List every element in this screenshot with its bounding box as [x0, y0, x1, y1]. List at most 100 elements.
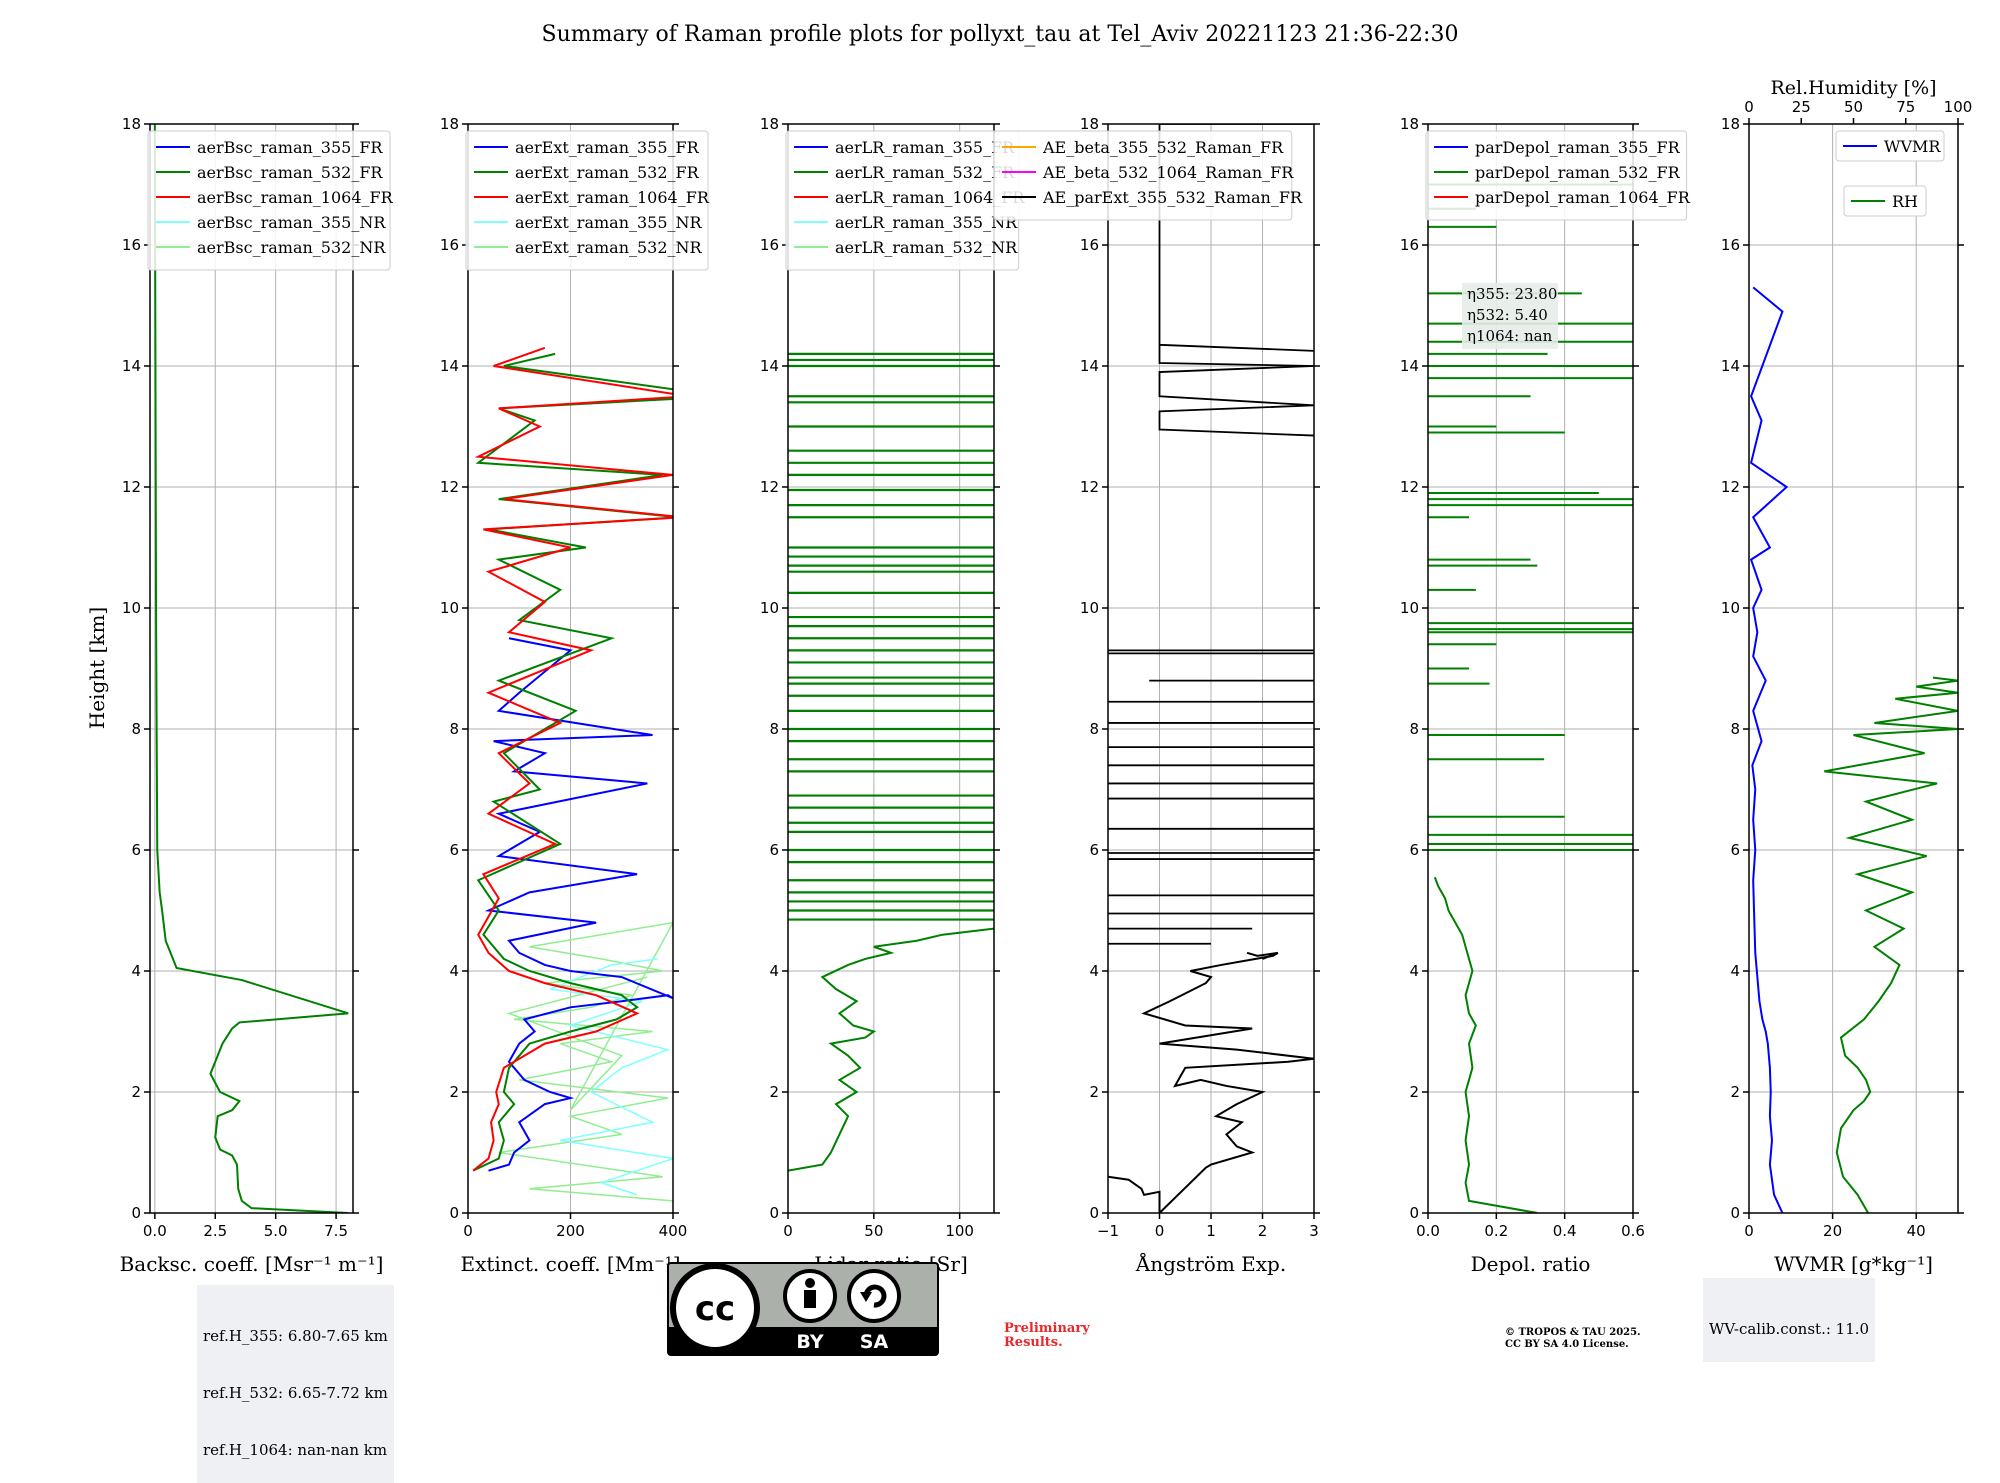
top-xaxis-label: Rel.Humidity [%] — [1770, 77, 1936, 99]
xtick-label: 2.5 — [203, 1222, 227, 1240]
ytick-label: 18 — [1400, 115, 1419, 133]
ytick-label: 2 — [1409, 1083, 1419, 1101]
xtick-label: 40 — [1907, 1222, 1926, 1240]
ytick-label: 12 — [122, 478, 141, 496]
xtick-label: 200 — [556, 1222, 585, 1240]
axes-frame — [149, 123, 354, 1214]
ytick-label: 14 — [1080, 357, 1099, 375]
ytick-label: 4 — [131, 962, 141, 980]
ytick-label: 8 — [131, 720, 141, 738]
ytick-label: 10 — [1080, 599, 1099, 617]
ytick-label: 14 — [122, 357, 141, 375]
ytick-label: 4 — [769, 962, 779, 980]
xaxis-label: Ångström Exp. — [1135, 1251, 1286, 1276]
legend-label: aerBsc_raman_532_NR — [197, 238, 386, 257]
top-xtick-label: 75 — [1896, 98, 1915, 116]
ytick-label: 16 — [440, 236, 459, 254]
legend-label: aerExt_raman_532_NR — [515, 238, 703, 257]
ytick-label: 12 — [760, 478, 779, 496]
ytick-label: 10 — [760, 599, 779, 617]
legend: aerBsc_raman_355_FR aerBsc_raman_532_FRae… — [147, 130, 394, 271]
ytick-label: 16 — [760, 236, 779, 254]
ytick-label: 10 — [122, 599, 141, 617]
panel-2: 0 2 4 6 8 10 12 14 16 18 0 200 400 Extinct. coeff. [M… — [440, 115, 710, 1276]
copyright-note: © TROPOS & TAU 2025. CC BY SA 4.0 Licens… — [1505, 1327, 1641, 1351]
plot-area — [1749, 286, 1958, 1213]
legend-rh: RH — [1843, 185, 1927, 217]
legend-label: aerLR_raman_1064_FR — [835, 188, 1025, 207]
xaxis-label: Depol. ratio — [1471, 1252, 1591, 1276]
legend-label: AE_beta_355_532_Raman_FR — [1042, 138, 1284, 157]
xaxis-label: WVMR [g*kg⁻¹] — [1774, 1252, 1933, 1276]
ytick-label: 0 — [1409, 1204, 1419, 1222]
depol-annotations: η355: 23.80 η532: 5.40 η1064: nan — [1462, 283, 1558, 349]
ytick-label: 16 — [1721, 236, 1740, 254]
ytick-label: 6 — [1089, 841, 1099, 859]
axes-frame — [787, 123, 995, 1214]
legend-label: aerLR_raman_532_NR — [835, 238, 1018, 257]
xtick-label: 5.0 — [264, 1222, 288, 1240]
legend-label: AE_parExt_355_532_Raman_FR — [1042, 188, 1303, 207]
top-xtick-label: 0 — [1744, 98, 1754, 116]
share-alike-icon — [847, 1269, 901, 1323]
series-WVMR — [1749, 286, 1789, 1213]
ytick-label: 2 — [769, 1083, 779, 1101]
ytick-label: 0 — [449, 1204, 459, 1222]
xtick-label: 400 — [659, 1222, 688, 1240]
annotation-text: η1064: nan — [1467, 327, 1553, 345]
ytick-label: 12 — [1400, 478, 1419, 496]
ytick-label: 14 — [1400, 357, 1419, 375]
xtick-label: 0 — [783, 1222, 793, 1240]
cc-by-sa-badge: cc BY SA — [667, 1262, 939, 1356]
panel-1: 0 2 4 6 8 10 12 14 16 18 0.0 2.5 5.0 7.5 Backsc. coeff… — [120, 115, 394, 1276]
plot-area — [1108, 124, 1314, 1213]
ytick-label: 12 — [440, 478, 459, 496]
ytick-label: 6 — [449, 841, 459, 859]
axes-frame — [1427, 123, 1634, 1214]
preliminary-line-2: Results. — [1004, 1335, 1063, 1350]
series-aerExt_raman_1064_FR — [472, 346, 673, 1172]
ytick-label: 0 — [1089, 1204, 1099, 1222]
xtick-label: 0 — [463, 1222, 473, 1240]
ytick-label: 8 — [769, 720, 779, 738]
ytick-label: 6 — [1730, 841, 1740, 859]
ytick-label: 6 — [769, 841, 779, 859]
series-AE_parExt_355_532_Raman_FR — [1108, 951, 1314, 1213]
ytick-label: 14 — [1721, 357, 1740, 375]
legend-label: aerBsc_raman_355_FR — [197, 138, 383, 157]
top-xtick-label: 50 — [1844, 98, 1863, 116]
xtick-label: −1 — [1097, 1222, 1119, 1240]
legend-label: parDepol_raman_355_FR — [1475, 138, 1681, 157]
xtick-label: 0.2 — [1484, 1222, 1508, 1240]
xtick-label: 2 — [1258, 1222, 1268, 1240]
angstrom-upper-line — [1158, 124, 1314, 437]
ytick-label: 18 — [760, 115, 779, 133]
ytick-label: 4 — [1730, 962, 1740, 980]
legend-label: AE_beta_532_1064_Raman_FR — [1042, 163, 1294, 182]
legend-box — [147, 130, 391, 271]
reference-heights-box: ref.H_355: 6.80-7.65 km ref.H_532: 6.65-… — [197, 1285, 394, 1483]
ytick-label: 8 — [1089, 720, 1099, 738]
legend: aerExt_raman_355_FR aerExt_raman_532_FRae… — [465, 130, 710, 271]
ytick-label: 14 — [440, 357, 459, 375]
legend-label: RH — [1892, 192, 1918, 211]
xtick-label: 0.6 — [1621, 1222, 1645, 1240]
ytick-label: 10 — [1721, 599, 1740, 617]
xaxis-label: Backsc. coeff. [Msr⁻¹ m⁻¹] — [120, 1252, 384, 1276]
panel-5: 0 2 4 6 8 10 12 14 16 18 0.0 0.2 0.4 0.6 Depol. ratio p… — [1400, 115, 1691, 1276]
by-text: BY — [796, 1331, 823, 1353]
ref-height-355: ref.H_355: 6.80-7.65 km — [203, 1327, 388, 1345]
legend-label: parDepol_raman_1064_FR — [1475, 188, 1691, 207]
legend: parDepol_raman_355_FR parDepol_raman_532_… — [1425, 130, 1691, 221]
legend-label: aerLR_raman_355_FR — [835, 138, 1015, 157]
ytick-label: 8 — [449, 720, 459, 738]
ytick-label: 18 — [1080, 115, 1099, 133]
ytick-label: 16 — [122, 236, 141, 254]
ytick-label: 8 — [1730, 720, 1740, 738]
annotation-text: η355: 23.80 — [1467, 285, 1557, 303]
xtick-label: 50 — [864, 1222, 883, 1240]
xtick-label: 0.0 — [143, 1222, 167, 1240]
xtick-label: 7.5 — [324, 1222, 348, 1240]
ytick-label: 4 — [1089, 962, 1099, 980]
